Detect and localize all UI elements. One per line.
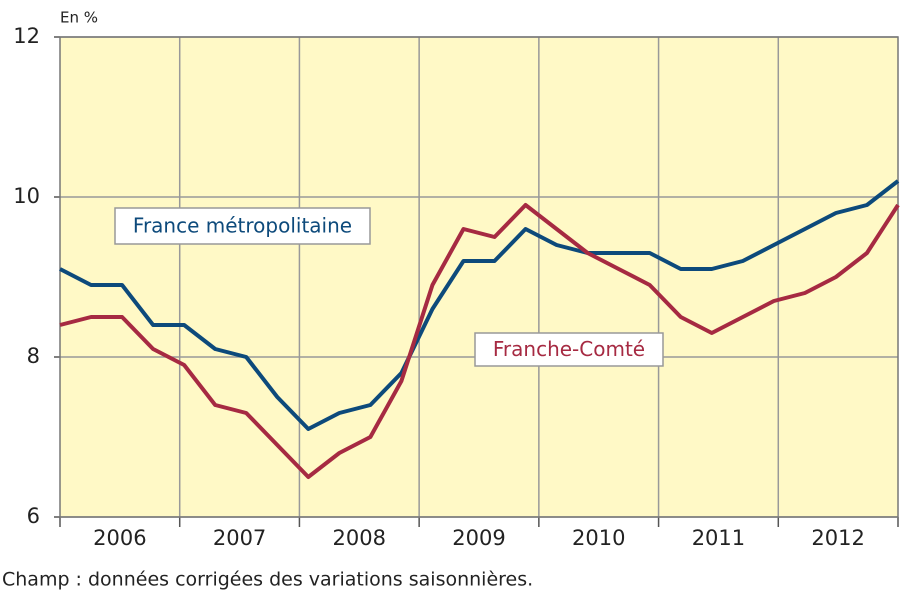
x-tick-label: 2009 [452,526,505,550]
y-tick-label: 8 [27,344,40,368]
plot-background [60,37,898,517]
series-label: Franche-Comté [493,337,645,361]
y-tick-label: 12 [13,24,40,48]
y-tick-label: 10 [13,184,40,208]
series-line [59,203,900,479]
x-tick-label: 2011 [692,526,745,550]
x-tick-label: 2008 [333,526,386,550]
series-line [59,179,900,431]
note: Champ : données corrigées des variations… [2,569,533,591]
series-label-box [114,207,371,245]
x-tick-label: 2010 [572,526,625,550]
x-tick-label: 2006 [93,526,146,550]
x-tick-label: 2012 [811,526,864,550]
y-tick-label: 6 [27,504,40,528]
y-axis-label: En % [60,9,98,27]
series-label-box [474,332,664,367]
plot-border [59,36,899,518]
x-tick-label: 2007 [213,526,266,550]
series-label: France métropolitaine [133,214,352,238]
